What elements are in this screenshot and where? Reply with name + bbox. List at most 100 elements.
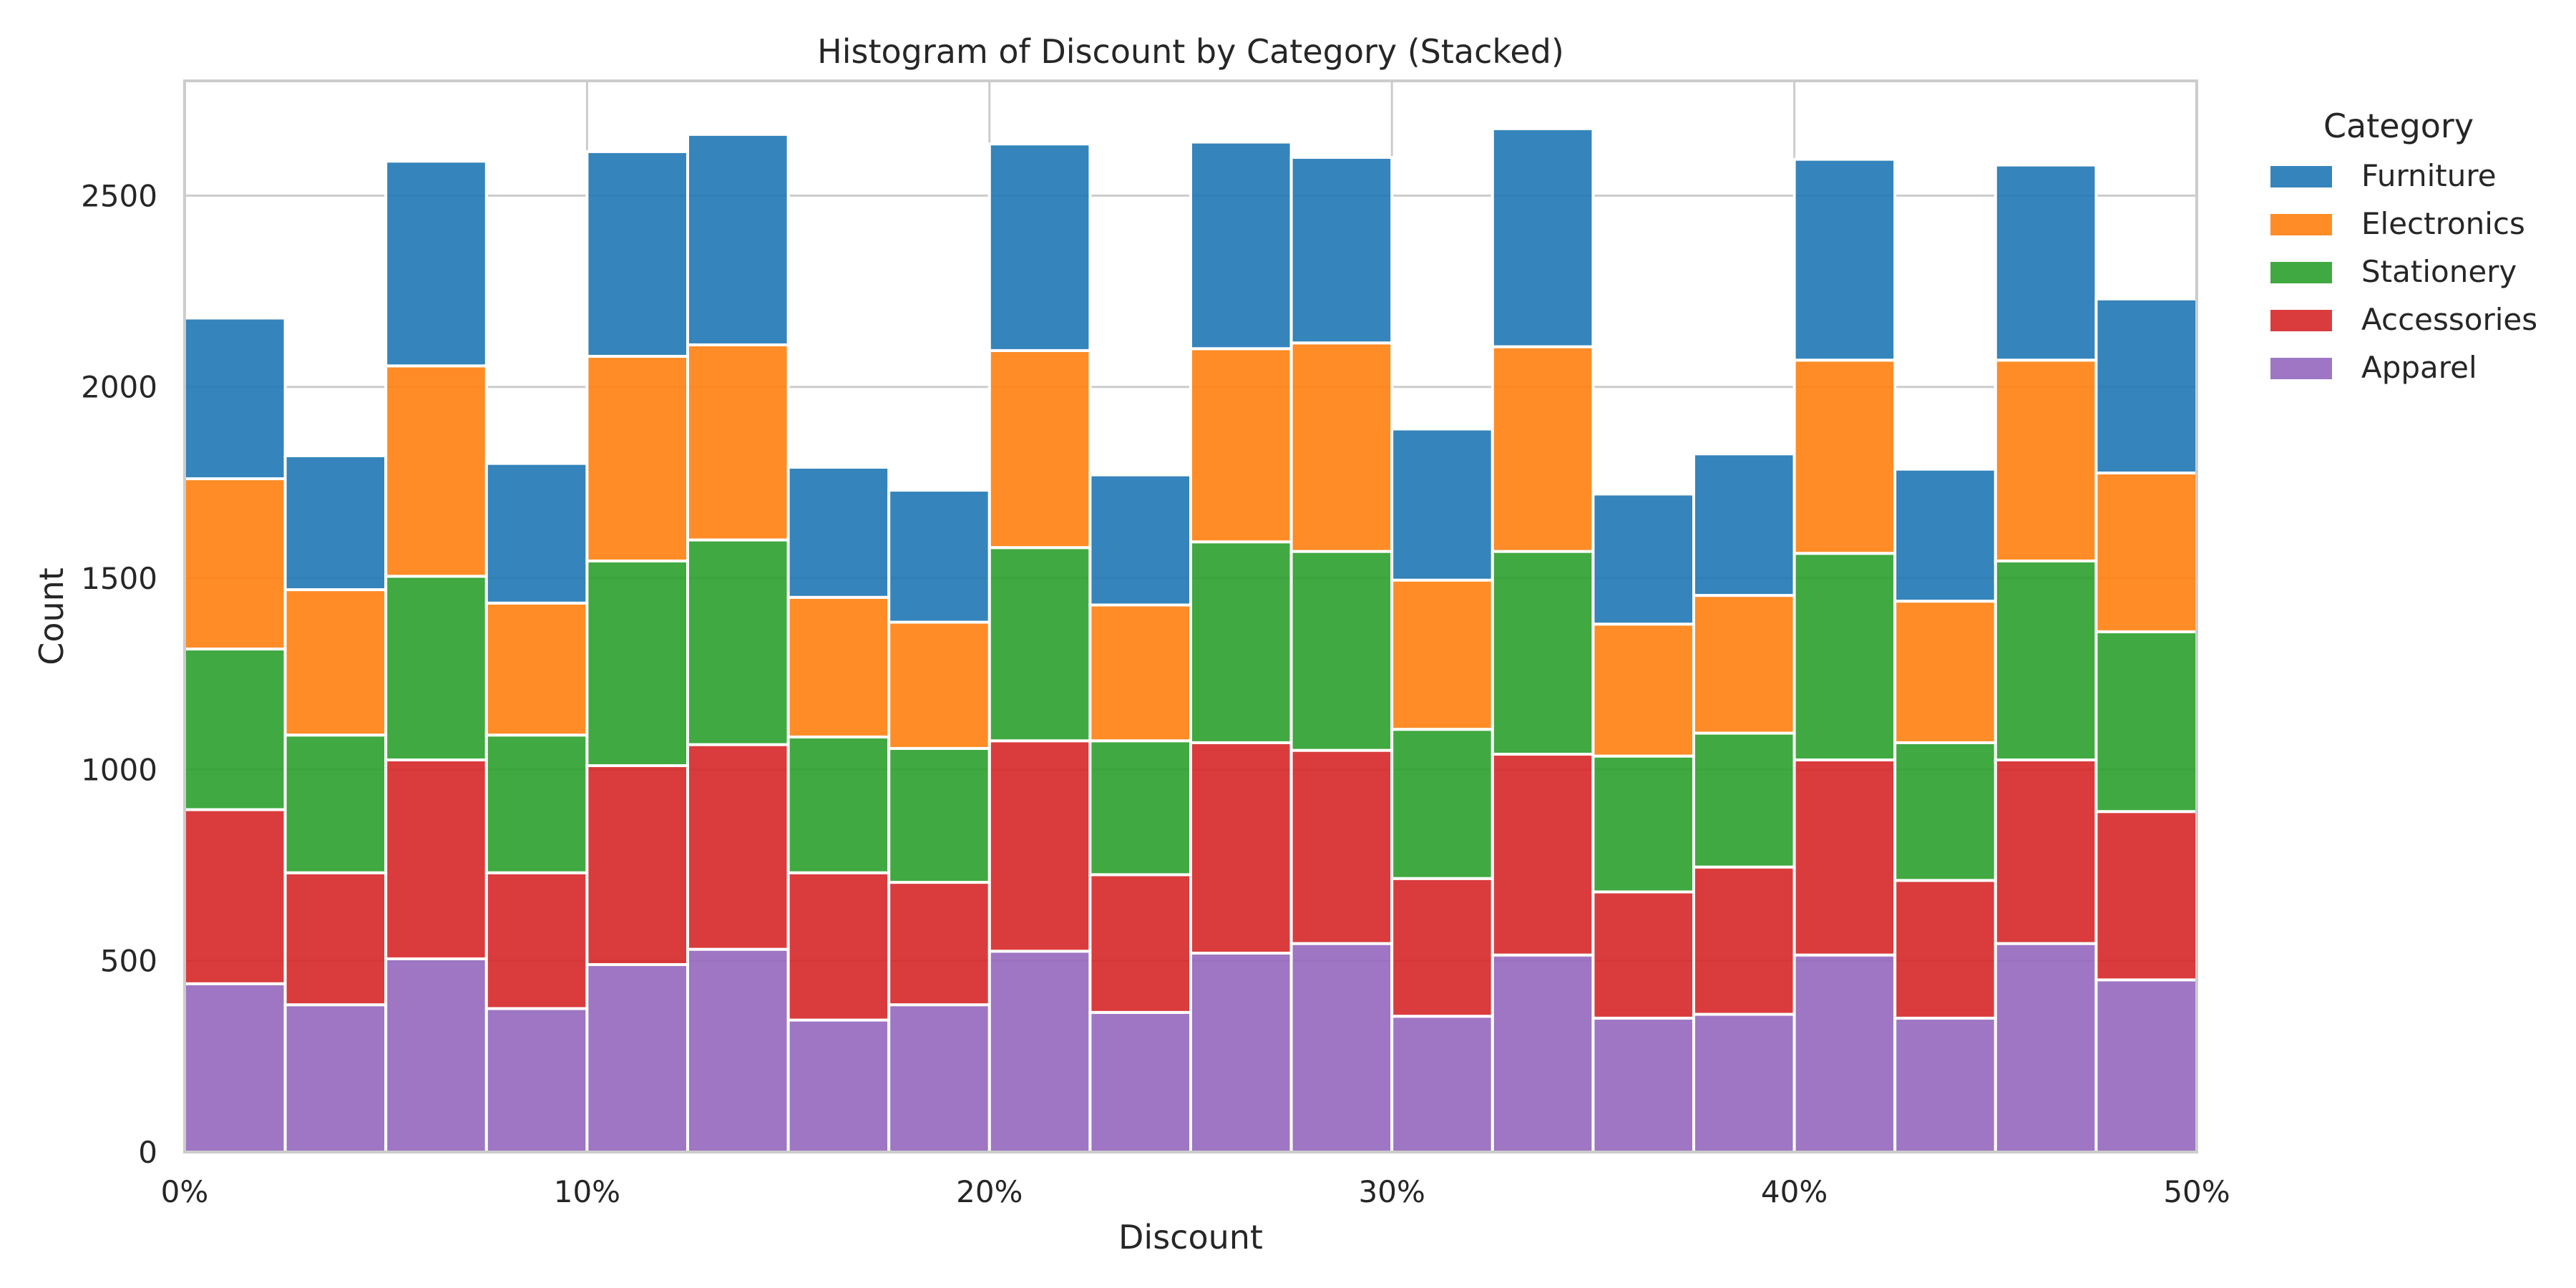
- bar-apparel-bin-1: [183, 982, 287, 1154]
- bar-stationery-bin-6: [686, 538, 790, 746]
- legend-label-apparel: Apparel: [2361, 350, 2477, 385]
- bar-accessories-bin-13: [1390, 877, 1494, 1018]
- bar-stationery-bin-18: [1893, 741, 1997, 882]
- bar-electronics-bin-4: [484, 601, 589, 737]
- bar-electronics-bin-5: [585, 354, 690, 562]
- bar-accessories-bin-4: [484, 871, 589, 1010]
- bar-apparel-bin-9: [987, 950, 1092, 1153]
- x-tick-label: 40%: [1761, 1174, 1828, 1209]
- bar-accessories-bin-16: [1692, 865, 1796, 1016]
- bar-furniture-bin-16: [1692, 452, 1796, 597]
- bar-electronics-bin-10: [1088, 603, 1193, 743]
- plot-frame: [183, 79, 2198, 1153]
- bar-accessories-bin-14: [1491, 752, 1595, 957]
- bar-stationery-bin-19: [1994, 559, 2098, 761]
- bar-apparel-bin-18: [1893, 1016, 1997, 1153]
- legend-label-electronics: Electronics: [2361, 206, 2525, 241]
- y-tick-label: 2500: [81, 178, 157, 213]
- bar-furniture-bin-14: [1491, 127, 1595, 348]
- bar-apparel-bin-2: [283, 1003, 388, 1153]
- bars: [183, 127, 2198, 1154]
- bar-furniture-bin-13: [1390, 427, 1494, 582]
- bar-accessories-bin-19: [1994, 758, 2098, 945]
- bar-apparel-bin-4: [484, 1007, 589, 1153]
- bar-furniture-bin-20: [2094, 297, 2198, 475]
- bar-electronics-bin-7: [786, 595, 891, 738]
- bar-apparel-bin-5: [585, 963, 690, 1154]
- bar-accessories-bin-7: [786, 871, 891, 1022]
- bar-stationery-bin-4: [484, 733, 589, 874]
- legend-items: Furniture Electronics Stationery Accessorie…: [2270, 158, 2537, 385]
- bar-furniture-bin-2: [283, 454, 388, 592]
- bar-accessories-bin-2: [283, 871, 388, 1007]
- bar-apparel-bin-10: [1088, 1010, 1193, 1153]
- bar-electronics-bin-14: [1491, 345, 1595, 553]
- bar-electronics-bin-3: [384, 364, 488, 578]
- bar-apparel-bin-8: [887, 1003, 991, 1153]
- bar-apparel-bin-6: [686, 947, 790, 1153]
- bar-accessories-bin-8: [887, 881, 991, 1007]
- bar-electronics-bin-2: [283, 588, 388, 737]
- bar-furniture-bin-11: [1189, 140, 1293, 351]
- bar-furniture-bin-18: [1893, 467, 1997, 603]
- bar-apparel-bin-3: [384, 957, 488, 1153]
- bar-furniture-bin-3: [384, 160, 488, 368]
- bar-stationery-bin-9: [987, 546, 1092, 743]
- bar-stationery-bin-20: [2094, 630, 2198, 814]
- bar-electronics-bin-9: [987, 348, 1092, 550]
- bar-accessories-bin-5: [585, 764, 690, 967]
- bar-electronics-bin-17: [1792, 358, 1897, 555]
- legend-label-stationery: Stationery: [2361, 254, 2517, 289]
- bar-apparel-bin-13: [1390, 1015, 1494, 1153]
- y-axis-label: Count: [32, 567, 71, 665]
- bar-stationery-bin-11: [1189, 540, 1293, 744]
- legend-swatch-furniture: [2270, 166, 2332, 187]
- y-tick-label: 0: [138, 1135, 157, 1170]
- bar-apparel-bin-12: [1289, 942, 1394, 1153]
- legend-swatch-electronics: [2270, 214, 2332, 235]
- bar-accessories-bin-1: [183, 808, 287, 985]
- bar-stationery-bin-10: [1088, 739, 1193, 877]
- bar-stationery-bin-14: [1491, 550, 1595, 756]
- bar-apparel-bin-15: [1591, 1016, 1695, 1153]
- bar-furniture-bin-5: [585, 150, 690, 358]
- bar-stationery-bin-2: [283, 733, 388, 874]
- bar-furniture-bin-9: [987, 142, 1092, 352]
- legend-swatch-accessories: [2270, 310, 2332, 331]
- bar-stationery-bin-7: [786, 735, 891, 874]
- bar-accessories-bin-10: [1088, 873, 1193, 1014]
- bar-electronics-bin-12: [1289, 341, 1394, 553]
- bar-furniture-bin-1: [183, 316, 287, 481]
- bar-accessories-bin-18: [1893, 879, 1997, 1020]
- x-axis-label: Discount: [1118, 1218, 1263, 1257]
- bar-furniture-bin-19: [1994, 163, 2098, 362]
- x-tick-label: 10%: [554, 1174, 620, 1209]
- bar-stationery-bin-1: [183, 647, 287, 811]
- y-tick-label: 1500: [81, 561, 157, 596]
- bar-accessories-bin-12: [1289, 748, 1394, 945]
- bar-stationery-bin-13: [1390, 728, 1494, 880]
- bar-stationery-bin-8: [887, 746, 991, 884]
- legend-swatch-apparel: [2270, 358, 2332, 379]
- bar-accessories-bin-11: [1189, 741, 1293, 955]
- y-tick-label: 500: [100, 944, 157, 979]
- legend-swatch-stationery: [2270, 262, 2332, 283]
- bar-apparel-bin-14: [1491, 953, 1595, 1153]
- bar-electronics-bin-15: [1591, 623, 1695, 758]
- legend-label-accessories: Accessories: [2361, 302, 2537, 337]
- bar-stationery-bin-3: [384, 575, 488, 761]
- bar-accessories-bin-3: [384, 758, 488, 961]
- tick-labels: 0% 10% 20% 30% 40% 50% 0 500 1000 1500 2000 2500: [81, 178, 2230, 1209]
- bar-furniture-bin-4: [484, 462, 589, 605]
- bar-stationery-bin-5: [585, 559, 690, 768]
- bar-furniture-bin-12: [1289, 155, 1394, 345]
- bar-furniture-bin-8: [887, 489, 991, 624]
- legend: Category Furniture Electronics Stationery A…: [2270, 107, 2537, 385]
- bar-electronics-bin-6: [686, 343, 790, 542]
- bar-electronics-bin-18: [1893, 600, 1997, 744]
- legend-label-furniture: Furniture: [2361, 158, 2497, 193]
- y-tick-label: 1000: [81, 752, 157, 787]
- x-tick-label: 30%: [1359, 1174, 1425, 1209]
- bar-apparel-bin-16: [1692, 1013, 1796, 1153]
